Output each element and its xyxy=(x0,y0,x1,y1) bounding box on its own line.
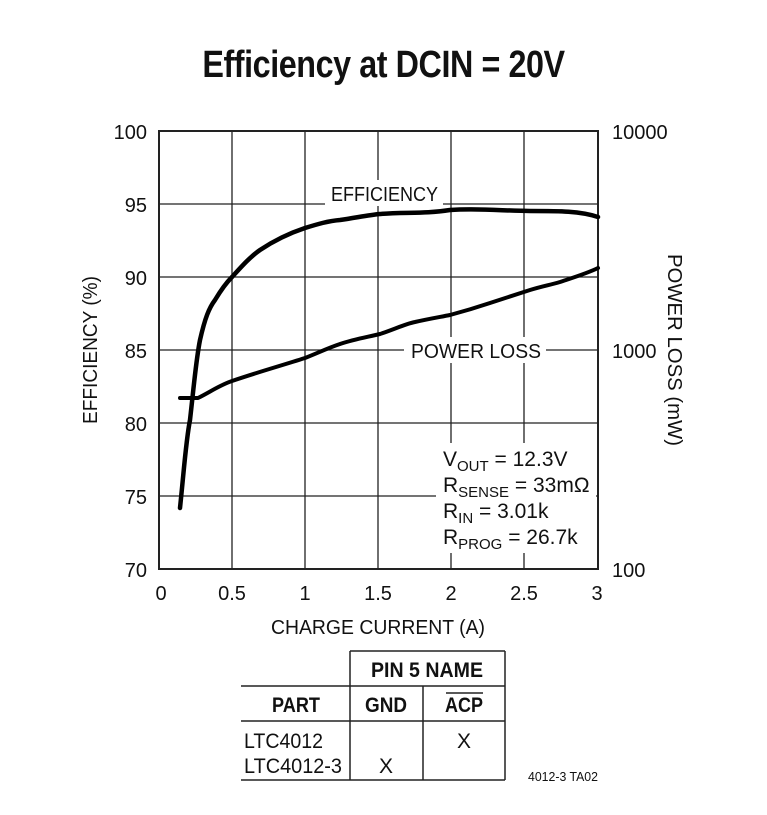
svg-text:3: 3 xyxy=(591,583,602,605)
svg-text:100: 100 xyxy=(612,560,645,582)
svg-text:90: 90 xyxy=(125,268,147,290)
svg-text:1: 1 xyxy=(299,583,310,605)
svg-text:80: 80 xyxy=(125,414,147,436)
chart-title: Efficiency at DCIN = 20V xyxy=(202,44,565,86)
svg-text:85: 85 xyxy=(125,341,147,363)
svg-text:1.5: 1.5 xyxy=(364,583,392,605)
svg-text:VOUT = 12.3V: VOUT = 12.3V xyxy=(443,448,568,475)
conditions-block: VOUT = 12.3V RSENSE = 33mΩ RIN = 3.01k R… xyxy=(443,448,590,553)
svg-text:75: 75 xyxy=(125,487,147,509)
svg-text:0.5: 0.5 xyxy=(218,583,246,605)
power-loss-curve xyxy=(178,266,600,400)
svg-text:RSENSE = 33mΩ: RSENSE = 33mΩ xyxy=(443,474,590,501)
y2-axis-label: POWER LOSS (mW) xyxy=(663,254,685,446)
svg-text:1000: 1000 xyxy=(612,341,657,363)
svg-text:RIN = 3.01k: RIN = 3.01k xyxy=(443,500,549,527)
svg-text:0: 0 xyxy=(155,583,166,605)
power-loss-label: POWER LOSS xyxy=(411,341,541,363)
svg-text:RPROG = 26.7k: RPROG = 26.7k xyxy=(443,526,578,553)
svg-text:70: 70 xyxy=(125,560,147,582)
y-axis-label: EFFICIENCY (%) xyxy=(80,276,102,424)
svg-text:2.5: 2.5 xyxy=(510,583,538,605)
svg-text:95: 95 xyxy=(125,195,147,217)
x-axis-ticks: 0 0.5 1 1.5 2 2.5 3 xyxy=(155,583,602,605)
plot-frame xyxy=(158,130,599,570)
y-axis-ticks: 100 95 90 85 80 75 70 xyxy=(114,122,147,582)
svg-text:2: 2 xyxy=(445,583,456,605)
svg-text:100: 100 xyxy=(114,122,147,144)
efficiency-curve xyxy=(177,207,601,511)
svg-text:10000: 10000 xyxy=(612,122,668,144)
y2-axis-ticks: 10000 1000 100 xyxy=(612,122,668,582)
efficiency-label: EFFICIENCY xyxy=(331,184,438,206)
x-axis-label: CHARGE CURRENT (A) xyxy=(271,617,485,639)
